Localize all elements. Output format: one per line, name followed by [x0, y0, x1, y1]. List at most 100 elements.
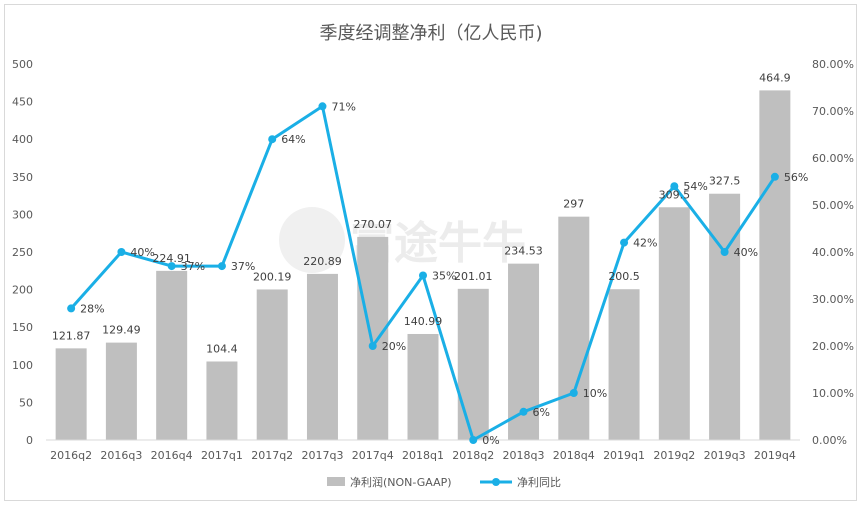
yoy-value-label: 6%	[533, 406, 550, 419]
y-left-tick: 50	[19, 396, 33, 409]
y-left-tick: 250	[12, 246, 33, 259]
x-tick-label: 2018q1	[402, 449, 444, 462]
y-left-tick: 200	[12, 284, 33, 297]
bar-2017q2	[256, 289, 288, 440]
legend: 净利润(NON-GAAP) 净利同比	[327, 475, 561, 489]
y-right-tick: 0.00%	[812, 434, 847, 447]
x-tick-label: 2017q4	[352, 449, 394, 462]
y-right-tick: 50.00%	[812, 199, 854, 212]
bar-2018q4	[558, 216, 590, 440]
bar-2016q4	[156, 270, 188, 440]
legend-bar-swatch	[327, 477, 345, 486]
bar-2019q4	[759, 90, 791, 440]
y-right-tick: 80.00%	[812, 58, 854, 71]
x-tick-label: 2016q3	[100, 449, 142, 462]
legend-line-marker	[492, 478, 500, 486]
bar-2017q1	[206, 361, 238, 440]
legend-bar-label: 净利润(NON-GAAP)	[350, 475, 452, 489]
yoy-value-label: 28%	[80, 302, 104, 315]
x-tick-label: 2019q2	[653, 449, 695, 462]
bar-2019q1	[608, 289, 640, 440]
x-tick-label: 2018q3	[503, 449, 545, 462]
bar-2017q4	[357, 236, 389, 440]
chart-title: 季度经调整净利（亿人民币)	[319, 23, 542, 44]
bar-value-label: 234.53	[504, 245, 543, 258]
yoy-value-label: 0%	[482, 434, 499, 447]
y-right-tick: 20.00%	[812, 340, 854, 353]
y-left-tick: 500	[12, 58, 33, 71]
yoy-value-label: 37%	[181, 260, 205, 273]
chart-frame	[4, 4, 857, 501]
bar-value-label: 327.5	[709, 175, 741, 188]
bar-value-label: 270.07	[353, 218, 392, 231]
yoy-value-label: 42%	[633, 237, 657, 250]
legend-line-label: 净利同比	[517, 475, 561, 489]
bar-value-label: 201.01	[454, 270, 493, 283]
yoy-value-label: 37%	[231, 260, 255, 273]
bar-2017q3	[306, 273, 338, 440]
x-tick-label: 2017q2	[251, 449, 293, 462]
x-tick-label: 2016q4	[151, 449, 193, 462]
x-tick-label: 2019q4	[754, 449, 796, 462]
yoy-point-2019q3	[720, 248, 729, 256]
y-left-tick: 0	[26, 434, 33, 447]
y-right-tick: 60.00%	[812, 152, 854, 165]
yoy-point-2018q3	[519, 407, 528, 416]
yoy-value-label: 64%	[281, 133, 305, 146]
y-right-tick: 30.00%	[812, 293, 854, 306]
bar-value-label: 297	[563, 198, 584, 211]
yoy-point-2017q2	[268, 135, 277, 144]
yoy-point-2018q4	[569, 389, 578, 397]
x-tick-label: 2019q1	[603, 449, 645, 462]
bar-value-label: 104.4	[206, 342, 238, 355]
y-right-tick: 70.00%	[812, 105, 854, 118]
yoy-point-2017q3	[318, 102, 327, 111]
yoy-point-2016q2	[67, 304, 76, 313]
x-tick-label: 2017q3	[301, 449, 343, 462]
y-left-tick: 350	[12, 171, 33, 184]
y-left-tick: 150	[12, 321, 33, 334]
yoy-point-2019q1	[620, 238, 629, 247]
x-tick-label: 2017q1	[201, 449, 243, 462]
yoy-point-2019q2	[670, 182, 679, 191]
x-tick-label: 2018q2	[452, 449, 494, 462]
y-left-tick: 100	[12, 359, 33, 372]
x-tick-label: 2016q2	[50, 449, 92, 462]
yoy-value-label: 71%	[331, 100, 355, 113]
bar-2016q2	[55, 348, 87, 440]
bar-value-label: 200.19	[253, 270, 292, 283]
x-tick-label: 2018q4	[553, 449, 595, 462]
bar-value-label: 200.5	[608, 270, 640, 283]
yoy-point-2016q3	[117, 248, 126, 256]
bar-value-label: 309.5	[659, 188, 691, 201]
bar-2019q2	[658, 207, 690, 440]
y-right-tick: 10.00%	[812, 387, 854, 400]
watermark-logo-icon	[279, 207, 345, 273]
bar-2018q2	[457, 288, 489, 440]
yoy-point-2017q4	[368, 342, 377, 350]
yoy-point-2017q1	[217, 262, 226, 271]
bar-value-label: 121.87	[52, 329, 91, 342]
yoy-value-label: 40%	[130, 246, 154, 259]
y-left-tick: 450	[12, 96, 33, 109]
bar-2018q1	[407, 333, 439, 440]
yoy-point-2016q4	[167, 262, 176, 271]
yoy-value-label: 56%	[784, 171, 808, 184]
bar-value-label: 129.49	[102, 324, 141, 337]
bar-value-label: 464.9	[759, 71, 791, 84]
y-left-tick: 300	[12, 208, 33, 221]
bar-2019q3	[709, 193, 741, 440]
yoy-point-2019q4	[770, 172, 779, 181]
bar-value-label: 224.91	[152, 252, 191, 265]
yoy-point-2018q2	[469, 436, 478, 444]
yoy-value-label: 10%	[583, 387, 607, 400]
yoy-value-label: 20%	[382, 340, 406, 353]
bar-value-label: 220.89	[303, 255, 342, 268]
bar-2016q3	[105, 342, 137, 440]
yoy-point-2018q1	[419, 271, 427, 280]
y-left-tick: 400	[12, 133, 33, 146]
yoy-value-label: 35%	[432, 270, 456, 283]
bar-value-label: 140.99	[404, 315, 443, 328]
yoy-value-label: 54%	[683, 180, 707, 193]
